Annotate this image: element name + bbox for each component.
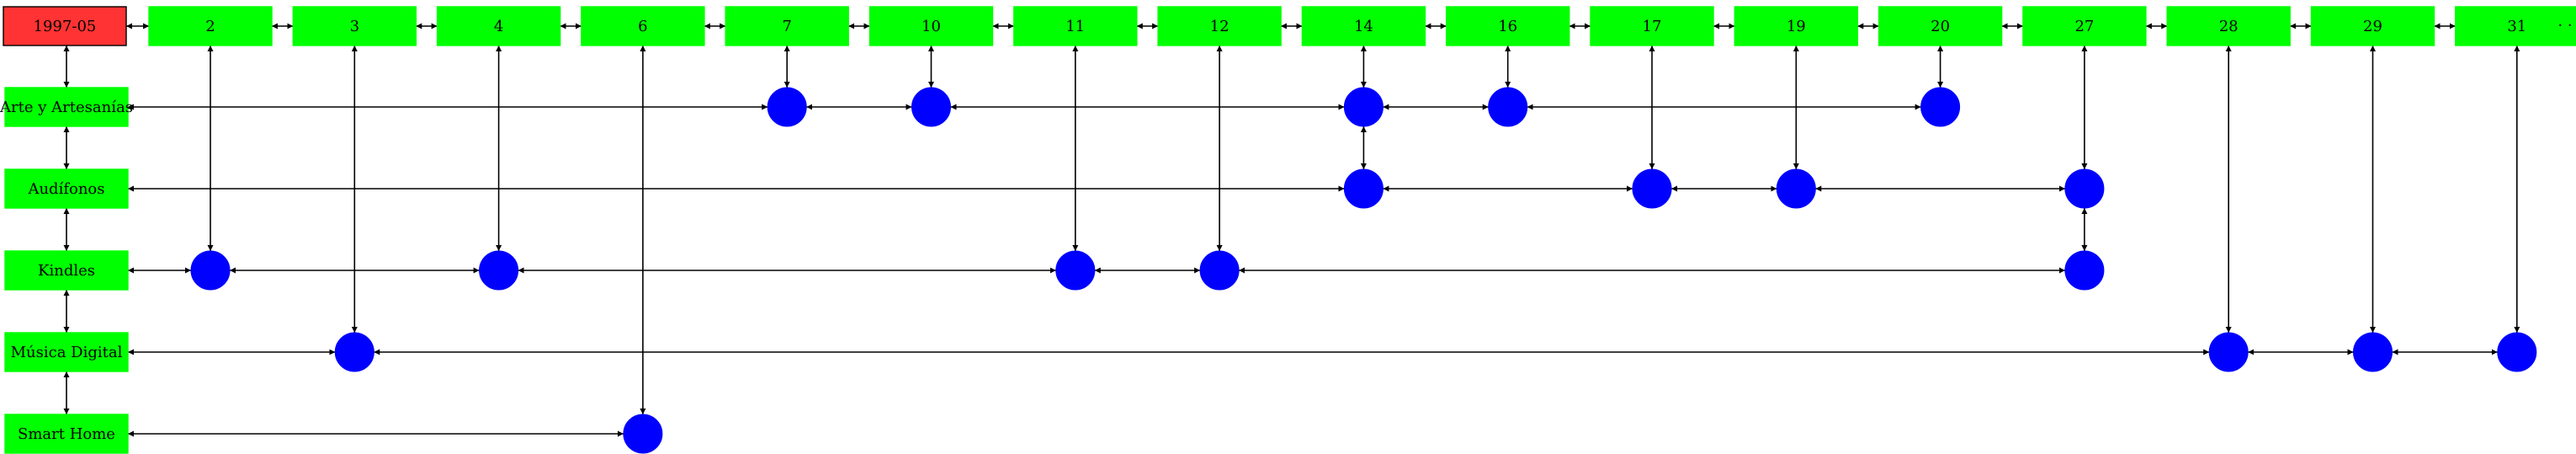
event-dot-1-19: [1776, 168, 1816, 209]
day-node-4-label: 4: [494, 18, 503, 35]
day-node-6-box: [581, 6, 705, 46]
day-node-20: 20: [1878, 6, 2003, 46]
event-dot-1-14: [1343, 168, 1384, 209]
day-node-17: 17: [1590, 6, 1714, 46]
category-node-4-label: Smart Home: [18, 425, 115, 443]
event-dot-3-3: [334, 332, 374, 372]
day-node-19-box: [1734, 6, 1859, 46]
day-node-19: 19: [1734, 6, 1859, 46]
day-node-12-label: 12: [1210, 18, 1230, 35]
event-dot-4-6: [623, 414, 663, 454]
event-dot-3-28: [2208, 332, 2249, 372]
day-node-10: 10: [868, 6, 994, 46]
start-date-node-box: [3, 6, 127, 46]
day-node-14: 14: [1301, 6, 1426, 46]
day-node-16-box: [1445, 6, 1570, 46]
event-dot-1-27: [2064, 168, 2105, 209]
category-node-2-box: [4, 250, 129, 291]
day-node-7-box: [725, 6, 849, 46]
category-node-4: Smart Home: [4, 414, 129, 454]
day-node-12: 12: [1157, 6, 1282, 46]
day-node-31: 31: [2455, 6, 2576, 46]
category-node-3: Música Digital: [4, 332, 129, 372]
day-node-10-box: [868, 6, 994, 46]
day-node-31-box: [2455, 6, 2576, 46]
day-node-2-label: 2: [205, 18, 215, 35]
day-node-28: 28: [2166, 6, 2291, 46]
event-dot-0-10: [911, 87, 951, 127]
event-dot-0-16: [1488, 87, 1528, 127]
day-node-14-label: 14: [1354, 18, 1373, 35]
day-node-2-box: [148, 6, 273, 46]
day-node-11-label: 11: [1065, 18, 1085, 35]
day-node-29-label: 29: [2363, 18, 2382, 35]
day-node-2: 2: [148, 6, 273, 46]
day-node-6-label: 6: [638, 18, 647, 35]
day-node-17-box: [1590, 6, 1714, 46]
category-node-3-box: [4, 332, 129, 372]
day-node-17-label: 17: [1643, 18, 1662, 35]
day-node-7: 7: [725, 6, 849, 46]
event-dot-0-7: [767, 87, 807, 127]
start-date-node: 1997-05: [3, 6, 127, 46]
event-dot-1-17: [1632, 168, 1672, 209]
start-date-node-label: 1997-05: [34, 18, 97, 35]
day-node-3-label: 3: [350, 18, 359, 35]
category-node-2-label: Kindles: [38, 262, 95, 280]
day-node-16: 16: [1445, 6, 1570, 46]
day-node-29: 29: [2310, 6, 2435, 46]
day-node-4-box: [436, 6, 561, 46]
category-node-0: Arte y Artesanías: [0, 87, 133, 127]
category-node-3-label: Música Digital: [11, 344, 123, 361]
day-node-12-box: [1157, 6, 1282, 46]
day-node-20-label: 20: [1931, 18, 1950, 35]
category-node-0-label: Arte y Artesanías: [0, 99, 133, 116]
event-dot-2-27: [2064, 250, 2105, 291]
day-node-29-box: [2310, 6, 2435, 46]
event-dot-3-31: [2497, 332, 2537, 372]
day-node-3-box: [292, 6, 417, 46]
connector-layer: [63, 23, 2576, 437]
event-dot-2-12: [1199, 250, 1240, 291]
day-node-27-box: [2022, 6, 2147, 46]
day-node-28-box: [2166, 6, 2291, 46]
category-node-4-box: [4, 414, 129, 454]
day-node-27: 27: [2022, 6, 2147, 46]
day-node-16-label: 16: [1498, 18, 1517, 35]
event-dot-2-2: [190, 250, 231, 291]
category-node-2: Kindles: [4, 250, 129, 291]
event-dot-2-4: [479, 250, 519, 291]
event-dot-2-11: [1055, 250, 1096, 291]
day-node-27-label: 27: [2074, 18, 2094, 35]
node-layer: 1997-05 2 3 4 6 7 10 11 12 14 16 17 19 20 27 28 29 31 Arte…: [0, 6, 2576, 454]
day-node-20-box: [1878, 6, 2003, 46]
category-node-0-box: [4, 87, 129, 127]
day-node-19-label: 19: [1787, 18, 1806, 35]
day-node-14-box: [1301, 6, 1426, 46]
day-node-11: 11: [1013, 6, 1138, 46]
category-node-1-label: Audífonos: [27, 180, 104, 198]
day-node-6: 6: [581, 6, 705, 46]
category-node-1: Audífonos: [4, 168, 129, 209]
day-node-28-label: 28: [2219, 18, 2239, 35]
timeline-continuation-marker: · ·: [2557, 17, 2572, 35]
event-dot-3-29: [2353, 332, 2393, 372]
day-node-7-label: 7: [782, 18, 791, 35]
day-node-4: 4: [436, 6, 561, 46]
category-node-1-box: [4, 168, 129, 209]
day-node-11-box: [1013, 6, 1138, 46]
day-node-10-label: 10: [922, 18, 941, 35]
day-node-3: 3: [292, 6, 417, 46]
event-dot-0-20: [1920, 87, 1961, 127]
event-dot-0-14: [1343, 87, 1384, 127]
day-node-31-label: 31: [2507, 18, 2526, 35]
